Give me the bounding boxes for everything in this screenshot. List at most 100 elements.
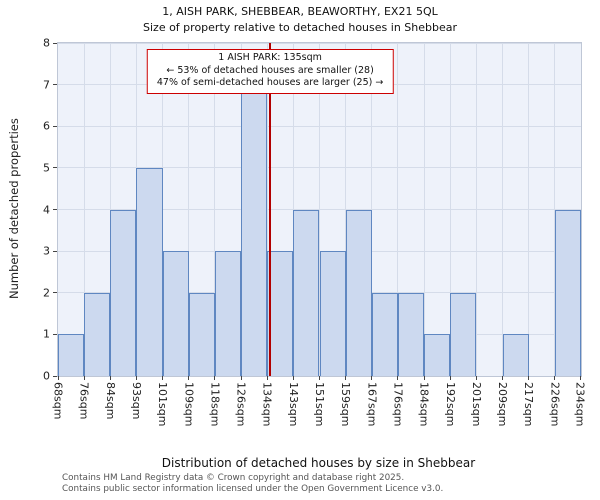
y-tick-mark bbox=[53, 250, 57, 252]
x-tick-label: 226sqm bbox=[548, 382, 562, 427]
histogram-bar bbox=[241, 84, 268, 376]
x-tick-mark bbox=[554, 376, 556, 380]
v-gridline bbox=[162, 43, 164, 376]
x-tick-mark bbox=[345, 376, 347, 380]
x-tick-label: 217sqm bbox=[522, 382, 536, 427]
y-tick-mark bbox=[53, 333, 57, 335]
v-gridline bbox=[397, 43, 399, 376]
annotation-box: 1 AISH PARK: 135sqm ← 53% of detached ho… bbox=[146, 49, 394, 94]
attribution-line-2: Contains public sector information licen… bbox=[62, 484, 444, 495]
y-tick-label: 1 bbox=[43, 327, 50, 341]
y-axis-label: Number of detached properties bbox=[7, 118, 21, 299]
annotation-smaller-stat: ← 53% of detached houses are smaller (28… bbox=[166, 64, 374, 76]
x-tick-mark bbox=[266, 376, 268, 380]
x-tick-label: 93sqm bbox=[129, 382, 143, 420]
x-tick-mark bbox=[214, 376, 216, 380]
x-tick-label: 151sqm bbox=[313, 382, 326, 427]
x-tick-label: 192sqm bbox=[443, 382, 457, 427]
x-tick-label: 68sqm bbox=[51, 382, 65, 420]
x-tick-mark bbox=[162, 376, 164, 380]
x-tick-label: 118sqm bbox=[208, 382, 222, 427]
histogram-bar bbox=[162, 251, 189, 376]
x-tick-mark bbox=[528, 376, 530, 380]
v-gridline bbox=[449, 43, 451, 376]
x-tick-label: 209sqm bbox=[496, 382, 510, 427]
v-gridline bbox=[83, 43, 85, 376]
v-gridline bbox=[475, 43, 477, 376]
histogram-bar bbox=[554, 209, 581, 376]
x-tick-label: 143sqm bbox=[286, 382, 300, 427]
y-tick-label: 5 bbox=[43, 161, 50, 175]
attribution-footer: Contains HM Land Registry data © Crown c… bbox=[62, 473, 443, 496]
attribution-line-1: Contains HM Land Registry data © Crown c… bbox=[62, 473, 405, 483]
y-tick-label: 4 bbox=[43, 203, 50, 216]
x-tick-label: 109sqm bbox=[182, 382, 196, 427]
v-gridline bbox=[188, 43, 190, 376]
x-tick-mark bbox=[57, 376, 59, 380]
x-tick-label: 84sqm bbox=[103, 382, 117, 420]
plot-area: 1 AISH PARK: 135sqm ← 53% of detached ho… bbox=[43, 37, 587, 427]
x-tick-mark bbox=[292, 376, 294, 380]
y-tick-mark bbox=[53, 209, 57, 210]
v-gridline bbox=[214, 43, 216, 376]
x-tick-label: 126sqm bbox=[234, 382, 248, 427]
x-tick-label: 159sqm bbox=[339, 382, 353, 427]
histogram-bar bbox=[267, 251, 294, 376]
annotation-property-size: 1 AISH PARK: 135sqm bbox=[218, 52, 322, 63]
chart-subtitle: Size of property relative to detached ho… bbox=[143, 21, 457, 34]
x-tick-mark bbox=[371, 376, 373, 380]
v-gridline bbox=[528, 43, 530, 376]
property-size-marker-line bbox=[269, 43, 271, 376]
histogram-bar bbox=[371, 292, 398, 376]
y-tick-label: 6 bbox=[43, 119, 50, 133]
x-tick-mark bbox=[83, 376, 85, 380]
x-tick-label: 167sqm bbox=[365, 382, 379, 427]
y-tick-label: 0 bbox=[43, 369, 50, 383]
y-tick-label: 8 bbox=[43, 36, 50, 50]
v-gridline bbox=[502, 43, 504, 376]
x-axis-label: Distribution of detached houses by size … bbox=[161, 456, 476, 470]
y-tick-mark bbox=[53, 292, 57, 294]
x-tick-mark bbox=[502, 376, 504, 380]
y-tick-label: 3 bbox=[43, 244, 50, 258]
histogram-bar bbox=[450, 292, 477, 376]
x-tick-mark bbox=[188, 376, 190, 380]
x-tick-label: 176sqm bbox=[391, 382, 405, 427]
x-tick-label: 101sqm bbox=[156, 382, 170, 427]
x-tick-mark bbox=[423, 376, 425, 380]
histogram-bar bbox=[397, 292, 425, 376]
x-tick-label: 201sqm bbox=[469, 382, 483, 427]
histogram-bar bbox=[136, 167, 163, 376]
x-tick-label: 76sqm bbox=[77, 382, 91, 420]
x-tick-mark bbox=[475, 376, 477, 380]
annotation-larger-stat: 47% of semi-detached houses are larger (… bbox=[156, 77, 384, 89]
x-tick-label: 234sqm bbox=[573, 382, 587, 427]
v-gridline bbox=[266, 43, 268, 376]
histogram-bar bbox=[319, 251, 346, 376]
y-tick-mark bbox=[53, 375, 57, 377]
histogram-bar bbox=[345, 209, 372, 376]
y-tick-mark bbox=[53, 167, 57, 169]
y-tick-mark bbox=[53, 42, 57, 44]
y-tick-mark bbox=[53, 125, 57, 127]
x-tick-label: 184sqm bbox=[417, 382, 431, 427]
chart-title: 1, AISH PARK, SHEBBEAR, BEAWORTHY, EX21 … bbox=[162, 5, 438, 18]
v-gridline bbox=[319, 43, 320, 376]
histogram-bar bbox=[502, 334, 529, 376]
x-tick-mark bbox=[135, 376, 137, 380]
histogram-bar bbox=[293, 209, 320, 376]
x-tick-label: 134sqm bbox=[260, 382, 274, 427]
v-gridline bbox=[423, 43, 425, 376]
x-tick-mark bbox=[109, 376, 111, 380]
histogram-bar bbox=[214, 251, 242, 376]
histogram-bar bbox=[58, 334, 85, 376]
histogram-bar bbox=[84, 292, 111, 376]
x-tick-mark bbox=[449, 376, 451, 380]
y-tick-label: 2 bbox=[43, 286, 50, 300]
histogram-bar bbox=[110, 209, 137, 376]
x-tick-mark bbox=[319, 376, 320, 380]
y-tick-label: 7 bbox=[43, 78, 50, 92]
x-tick-mark bbox=[240, 376, 242, 380]
y-tick-mark bbox=[53, 84, 57, 86]
